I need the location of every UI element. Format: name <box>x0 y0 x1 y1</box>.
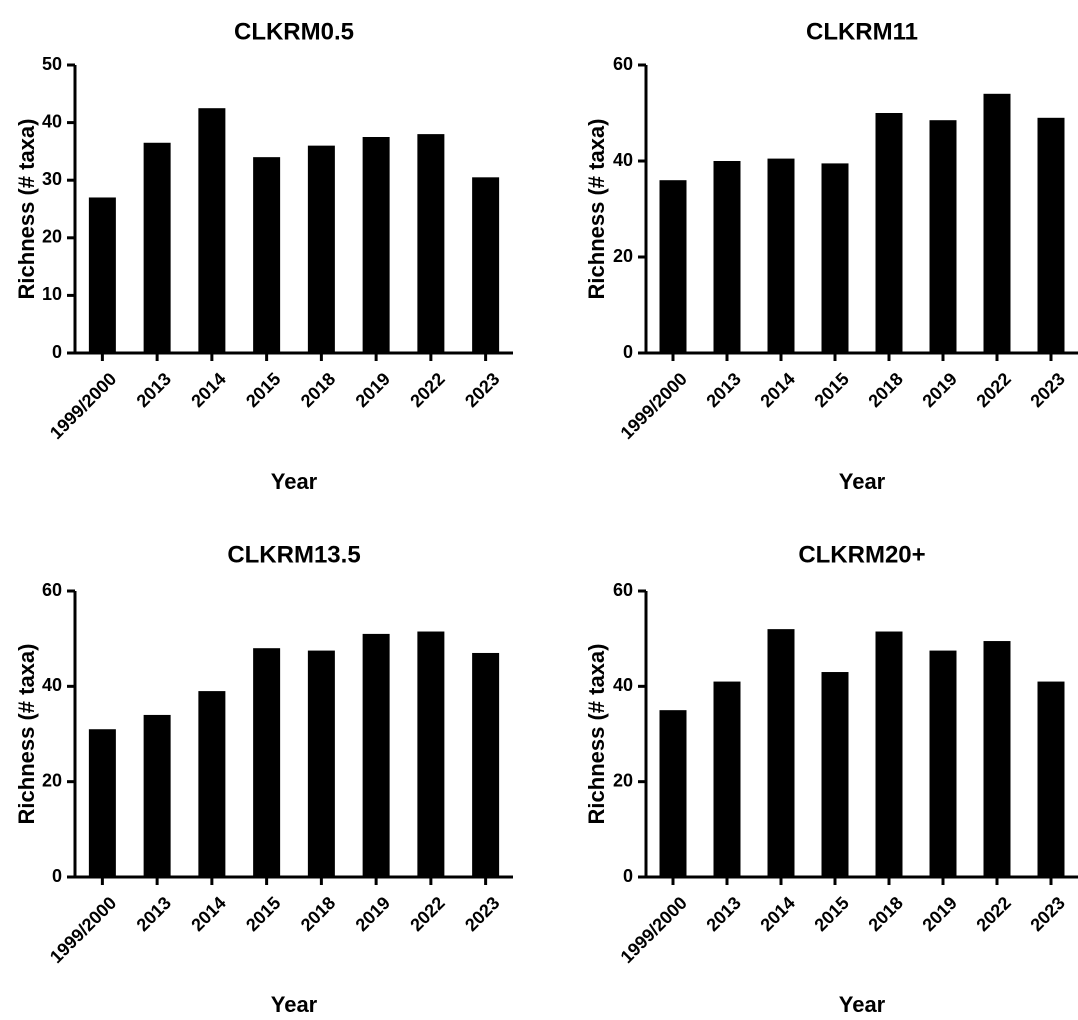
y-tick-label: 0 <box>623 866 633 886</box>
bar <box>875 631 903 877</box>
x-axis-title: Year <box>271 992 318 1017</box>
x-tick-label: 2022 <box>972 893 1014 935</box>
x-tick-label: 2019 <box>918 893 960 935</box>
chart-panel: CLKRM11 0 20 40 60 1999/2000 2013 2014 2015 2018 2… <box>584 18 1078 494</box>
y-axis-title: Richness (# taxa) <box>584 644 609 825</box>
y-tick-label: 40 <box>42 675 62 695</box>
y-tick-label: 40 <box>42 111 62 131</box>
x-tick-label: 2014 <box>187 369 229 411</box>
x-tick-label: 2013 <box>702 893 744 935</box>
y-tick-label: 0 <box>623 342 633 362</box>
x-tick-label: 2023 <box>461 893 503 935</box>
y-tick-label: 40 <box>613 150 633 170</box>
x-tick-label: 1999/2000 <box>617 893 691 967</box>
y-tick-label: 0 <box>52 342 62 362</box>
chart-panel: CLKRM20+ 0 20 40 60 1999/2000 2013 2014 2015 2018… <box>584 541 1078 1017</box>
y-tick-label: 20 <box>613 770 633 790</box>
bar <box>417 631 445 877</box>
x-tick-label: 2022 <box>406 369 448 411</box>
bar <box>1037 681 1065 877</box>
bar <box>713 681 741 877</box>
y-tick-label: 60 <box>613 580 633 600</box>
y-tick-label: 20 <box>42 770 62 790</box>
bar <box>362 137 390 353</box>
bar <box>929 650 957 877</box>
y-tick-label: 0 <box>52 866 62 886</box>
bar <box>472 652 500 877</box>
x-tick-label: 2022 <box>972 369 1014 411</box>
y-tick-label: 50 <box>42 54 62 74</box>
x-tick-label: 2018 <box>864 893 906 935</box>
y-axis-title: Richness (# taxa) <box>14 644 39 825</box>
bar <box>143 142 171 353</box>
bar <box>472 177 500 353</box>
bar <box>253 157 281 353</box>
x-axis-title: Year <box>839 992 886 1017</box>
x-tick-label: 2014 <box>756 369 798 411</box>
x-tick-label: 2013 <box>133 369 175 411</box>
y-axis-title: Richness (# taxa) <box>14 119 39 300</box>
bar <box>362 633 390 877</box>
bar <box>198 108 226 353</box>
bar <box>417 134 445 353</box>
y-tick-label: 10 <box>42 284 62 304</box>
bar <box>767 629 795 877</box>
bar <box>198 691 226 877</box>
bar <box>983 641 1011 877</box>
x-tick-label: 2013 <box>133 893 175 935</box>
x-axis-title: Year <box>271 469 318 494</box>
x-tick-label: 2013 <box>702 369 744 411</box>
bar <box>253 648 281 877</box>
chart-panel: CLKRM13.5 0 20 40 60 1999/2000 2013 2014 2015 201… <box>14 541 513 1017</box>
bar <box>307 145 335 353</box>
x-tick-label: 2022 <box>406 893 448 935</box>
bar <box>875 113 903 353</box>
x-tick-label: 2019 <box>918 369 960 411</box>
x-tick-label: 2023 <box>1026 369 1068 411</box>
x-tick-label: 1999/2000 <box>46 893 120 967</box>
bar <box>659 180 687 353</box>
bar <box>767 158 795 353</box>
x-tick-label: 2019 <box>352 369 394 411</box>
bar <box>713 161 741 353</box>
chart-title: CLKRM13.5 <box>227 541 360 568</box>
x-tick-label: 2015 <box>810 893 852 935</box>
bar <box>821 672 849 877</box>
bar <box>88 197 116 353</box>
y-tick-label: 20 <box>613 246 633 266</box>
x-tick-label: 2018 <box>297 369 339 411</box>
x-tick-label: 1999/2000 <box>46 369 120 443</box>
bar <box>659 710 687 877</box>
y-tick-label: 40 <box>613 675 633 695</box>
chart-title: CLKRM20+ <box>798 541 925 568</box>
bar <box>983 93 1011 354</box>
x-tick-label: 2015 <box>242 893 284 935</box>
x-tick-label: 2014 <box>756 893 798 935</box>
x-tick-label: 2019 <box>352 893 394 935</box>
x-tick-label: 2015 <box>810 369 852 411</box>
bar <box>307 650 335 877</box>
chart-panel: CLKRM0.5 0 10 20 30 40 50 1999/2000 2013 2014 2015… <box>14 18 513 494</box>
bar <box>821 163 849 353</box>
chart-title: CLKRM0.5 <box>234 18 354 45</box>
y-tick-label: 60 <box>613 54 633 74</box>
x-tick-label: 2015 <box>242 369 284 411</box>
bar <box>929 120 957 353</box>
y-tick-label: 30 <box>42 169 62 189</box>
x-tick-label: 2014 <box>187 893 229 935</box>
x-tick-label: 1999/2000 <box>617 369 691 443</box>
y-axis-title: Richness (# taxa) <box>584 119 609 300</box>
bar <box>1037 117 1065 353</box>
x-tick-label: 2023 <box>461 369 503 411</box>
bar <box>88 729 116 877</box>
y-tick-label: 60 <box>42 580 62 600</box>
x-tick-label: 2018 <box>864 369 906 411</box>
x-tick-label: 2023 <box>1026 893 1068 935</box>
x-tick-label: 2018 <box>297 893 339 935</box>
bar <box>143 714 171 877</box>
y-tick-label: 20 <box>42 227 62 247</box>
chart-title: CLKRM11 <box>806 18 918 45</box>
x-axis-title: Year <box>839 469 886 494</box>
